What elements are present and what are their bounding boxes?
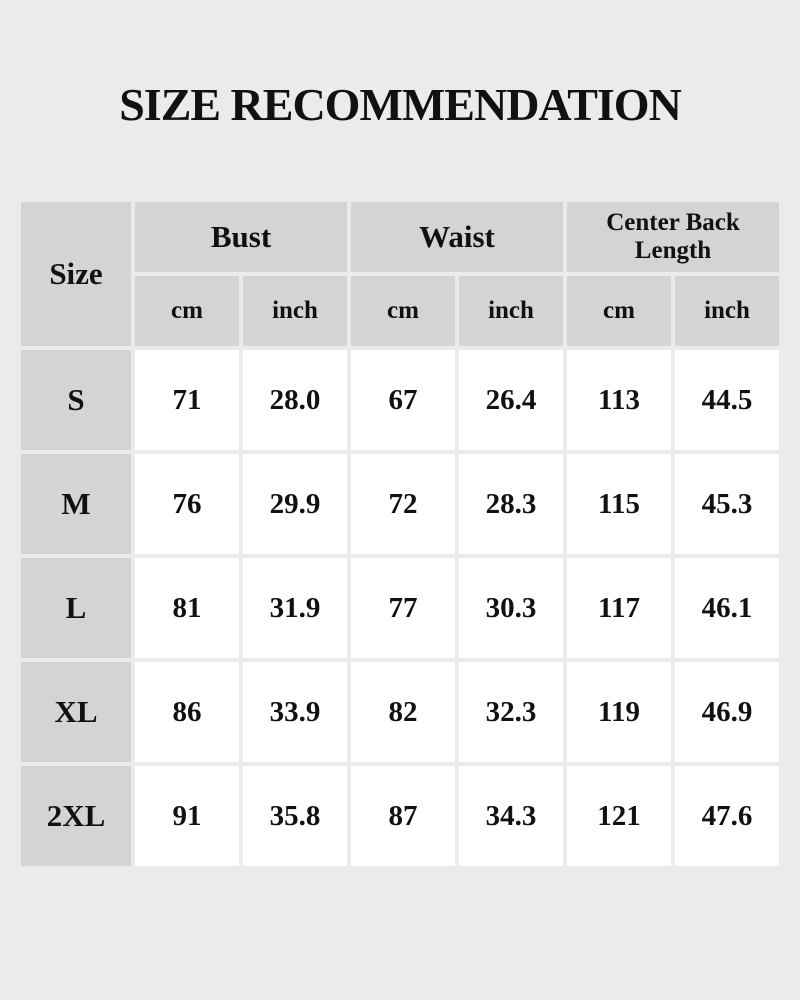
page-title: SIZE RECOMMENDATION	[119, 79, 682, 130]
waist-header: Waist	[351, 202, 563, 272]
table-cell: 71	[135, 350, 239, 450]
table-cell: 32.3	[459, 662, 563, 762]
unit-header: inch	[459, 276, 563, 346]
table-cell: 28.3	[459, 454, 563, 554]
bust-header: Bust	[135, 202, 347, 272]
table-cell: 82	[351, 662, 455, 762]
size-label: S	[21, 350, 131, 450]
table-cell: 121	[567, 766, 671, 866]
table-cell: 81	[135, 558, 239, 658]
size-label: M	[21, 454, 131, 554]
table-cell: 35.8	[243, 766, 347, 866]
table-cell: 67	[351, 350, 455, 450]
table-cell: 26.4	[459, 350, 563, 450]
table-cell: 119	[567, 662, 671, 762]
table-cell: 29.9	[243, 454, 347, 554]
table-cell: 86	[135, 662, 239, 762]
table-cell: 87	[351, 766, 455, 866]
table-cell: 72	[351, 454, 455, 554]
table-cell: 30.3	[459, 558, 563, 658]
unit-header: cm	[135, 276, 239, 346]
size-label: XL	[21, 662, 131, 762]
unit-header: cm	[567, 276, 671, 346]
table-cell: 47.6	[675, 766, 779, 866]
table-cell: 91	[135, 766, 239, 866]
table-cell: 76	[135, 454, 239, 554]
table-cell: 28.0	[243, 350, 347, 450]
table-cell: 113	[567, 350, 671, 450]
size-header: Size	[21, 202, 131, 346]
table-cell: 44.5	[675, 350, 779, 450]
unit-header: cm	[351, 276, 455, 346]
center-back-length-header: Center Back Length	[567, 202, 779, 272]
table-cell: 33.9	[243, 662, 347, 762]
table-cell: 46.9	[675, 662, 779, 762]
table-cell: 46.1	[675, 558, 779, 658]
size-label: L	[21, 558, 131, 658]
unit-header: inch	[243, 276, 347, 346]
table-cell: 115	[567, 454, 671, 554]
size-label: 2XL	[21, 766, 131, 866]
table-cell: 117	[567, 558, 671, 658]
table-cell: 31.9	[243, 558, 347, 658]
table-cell: 45.3	[675, 454, 779, 554]
table-cell: 34.3	[459, 766, 563, 866]
unit-header: inch	[675, 276, 779, 346]
table-cell: 77	[351, 558, 455, 658]
size-table: Size Bust Waist Center Back Length cm inc…	[21, 202, 779, 866]
